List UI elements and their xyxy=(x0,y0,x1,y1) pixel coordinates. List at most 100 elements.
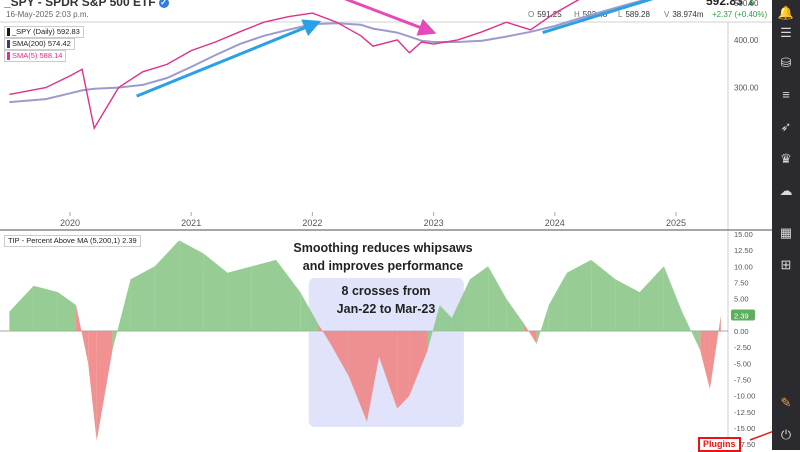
legend-sma200[interactable]: SMA(200) 574.42 xyxy=(4,38,75,50)
indicator-value-label: 2.39 xyxy=(734,312,749,321)
indicator-area-segment xyxy=(506,298,525,331)
ind-y-tick-label: 15.00 xyxy=(734,230,753,239)
x-tick-label: 2023 xyxy=(424,218,444,228)
indicator-area-segment xyxy=(276,259,301,331)
database-icon[interactable]: ⛁ xyxy=(780,55,792,70)
ind-y-tick-label: -5.00 xyxy=(734,359,751,368)
x-tick-label: 2025 xyxy=(666,218,686,228)
trend-arrow-3 xyxy=(542,0,654,35)
indicator-area-segment xyxy=(591,259,616,331)
x-tick-label: 2024 xyxy=(545,218,565,228)
bell-icon[interactable]: 🔔 xyxy=(777,5,795,20)
trophy-icon[interactable]: ♛ xyxy=(780,151,792,166)
indicator-pane: 15.0012.5010.007.505.002.500.00-2.50-5.0… xyxy=(0,230,755,449)
x-tick-label: 2022 xyxy=(302,218,322,228)
y-tick-label: 400.00 xyxy=(734,36,759,45)
last-price-header: 592.83 ▲ xyxy=(706,0,756,8)
indicator-area-segment xyxy=(439,305,452,331)
indicator-area-segment xyxy=(524,324,537,344)
ind-y-tick-label: 7.50 xyxy=(734,278,749,287)
verified-icon: ✓ xyxy=(158,0,169,8)
indicator-area-segment xyxy=(76,305,89,364)
ind-y-tick-label: 0.00 xyxy=(734,327,749,336)
legend-swatch xyxy=(7,28,10,37)
indicator-area-segment xyxy=(682,311,701,351)
indicator-area-segment xyxy=(548,272,567,331)
indicator-area-segment xyxy=(251,259,277,331)
indicator-area-segment xyxy=(615,279,640,331)
indicator-area-segment xyxy=(348,331,367,422)
annotation-box-line2: Jan-22 to Mar-23 xyxy=(337,302,436,316)
indicator-area-segment xyxy=(709,315,721,390)
annotation-box-line1: 8 crosses from xyxy=(342,284,431,298)
x-tick-label: 2021 xyxy=(181,218,201,228)
ind-y-tick-label: -15.00 xyxy=(734,424,755,433)
indicator-area-segment xyxy=(330,331,349,377)
indicator-area-segment xyxy=(639,266,664,331)
indicator-area-segment xyxy=(700,331,710,390)
indicator-area-segment xyxy=(451,279,470,331)
chart-canvas[interactable]: 2020 2021 2022 2023 2024 2025 300.00 400.00 500.… xyxy=(0,0,772,450)
ind-y-tick-label: 10.00 xyxy=(734,262,753,271)
indicator-area-segment xyxy=(154,240,180,331)
indicator-area-segment xyxy=(203,253,228,331)
indicator-area-segment xyxy=(57,292,77,331)
ohlc-volume: V 38.974m xyxy=(664,10,704,19)
indicator-area-segment xyxy=(318,324,331,344)
rocket-icon[interactable]: ➶ xyxy=(780,119,792,134)
legend-swatch xyxy=(7,40,10,49)
trend-arrow-1 xyxy=(136,19,322,98)
indicator-area-segment xyxy=(566,259,592,331)
ind-y-tick-label: -10.00 xyxy=(734,392,755,401)
ind-y-tick-label: 12.50 xyxy=(734,246,753,255)
ohlc-low: L 589.28 xyxy=(618,10,650,19)
plug-icon[interactable]: ⏻ xyxy=(780,427,792,442)
ohlc-open: O 591.25 xyxy=(528,10,562,19)
indicator-area-segment xyxy=(366,331,380,422)
calculator-icon[interactable]: ▦ xyxy=(779,225,793,240)
indicator-area-segment xyxy=(130,266,155,331)
indicator-area-segment xyxy=(9,285,34,331)
indicator-area-segment xyxy=(397,331,410,409)
grid-icon[interactable]: ⊞ xyxy=(780,257,792,272)
annotations: Smoothing reduces whipsaws and improves p… xyxy=(136,0,772,441)
date-time: 16-May-2025 2:03 p.m. xyxy=(6,10,89,19)
indicator-area-segment xyxy=(663,266,683,331)
indicator-area-segment xyxy=(33,285,58,331)
indicator-area-segment xyxy=(488,266,507,331)
cloud-icon[interactable]: ☁ xyxy=(779,183,793,198)
settings-sliders-icon[interactable]: ☰ xyxy=(780,25,792,40)
list-icon[interactable]: ≡ xyxy=(782,87,790,102)
price-change: +2.37 (+0.40%) xyxy=(712,10,768,19)
ind-y-tick-label: -2.50 xyxy=(734,343,751,352)
annotation-line1: Smoothing reduces whipsaws xyxy=(293,241,472,255)
indicator-label[interactable]: TIP - Percent Above MA (5,200,1) 2.39 xyxy=(4,235,141,247)
symbol-title: _SPY - SPDR S&P 500 ETF ✓ xyxy=(4,0,169,9)
legend-spy[interactable]: _SPY (Daily) 592.83 xyxy=(4,26,84,38)
legend-swatch xyxy=(7,52,10,61)
indicator-area-segment xyxy=(96,331,113,441)
indicator-area-segment xyxy=(409,331,428,396)
price-line xyxy=(9,0,580,131)
trend-arrow-2 xyxy=(344,0,437,36)
indicator-area-segment xyxy=(469,266,489,331)
indicator-area-segment xyxy=(88,331,97,441)
x-tick-label: 2020 xyxy=(60,218,80,228)
indicator-area-segment xyxy=(427,305,440,351)
pencil-icon[interactable]: ✎ xyxy=(780,395,792,410)
ind-y-tick-label: -7.50 xyxy=(734,376,751,385)
plugins-callout-line xyxy=(749,430,772,441)
ind-y-tick-label: -12.50 xyxy=(734,408,755,417)
indicator-area-segment xyxy=(379,331,398,409)
indicator-area-segment xyxy=(112,279,131,351)
indicator-area-segment xyxy=(227,266,252,331)
sma200-line xyxy=(9,0,648,104)
arrow-up-icon: ▲ xyxy=(746,0,756,8)
right-sidebar: 🔔 ☰ ⛁ ≡ ➶ ♛ ☁ ▦ ⊞ ✎ ⏻ xyxy=(772,0,800,450)
y-tick-label: 500.00 xyxy=(734,0,759,8)
indicator-area-segment xyxy=(536,305,549,344)
indicator-area-segment xyxy=(300,292,319,331)
indicator-area-segment xyxy=(179,240,204,331)
legend-sma5[interactable]: SMA(5) 588.14 xyxy=(4,50,67,62)
annotation-line2: and improves performance xyxy=(303,259,464,273)
